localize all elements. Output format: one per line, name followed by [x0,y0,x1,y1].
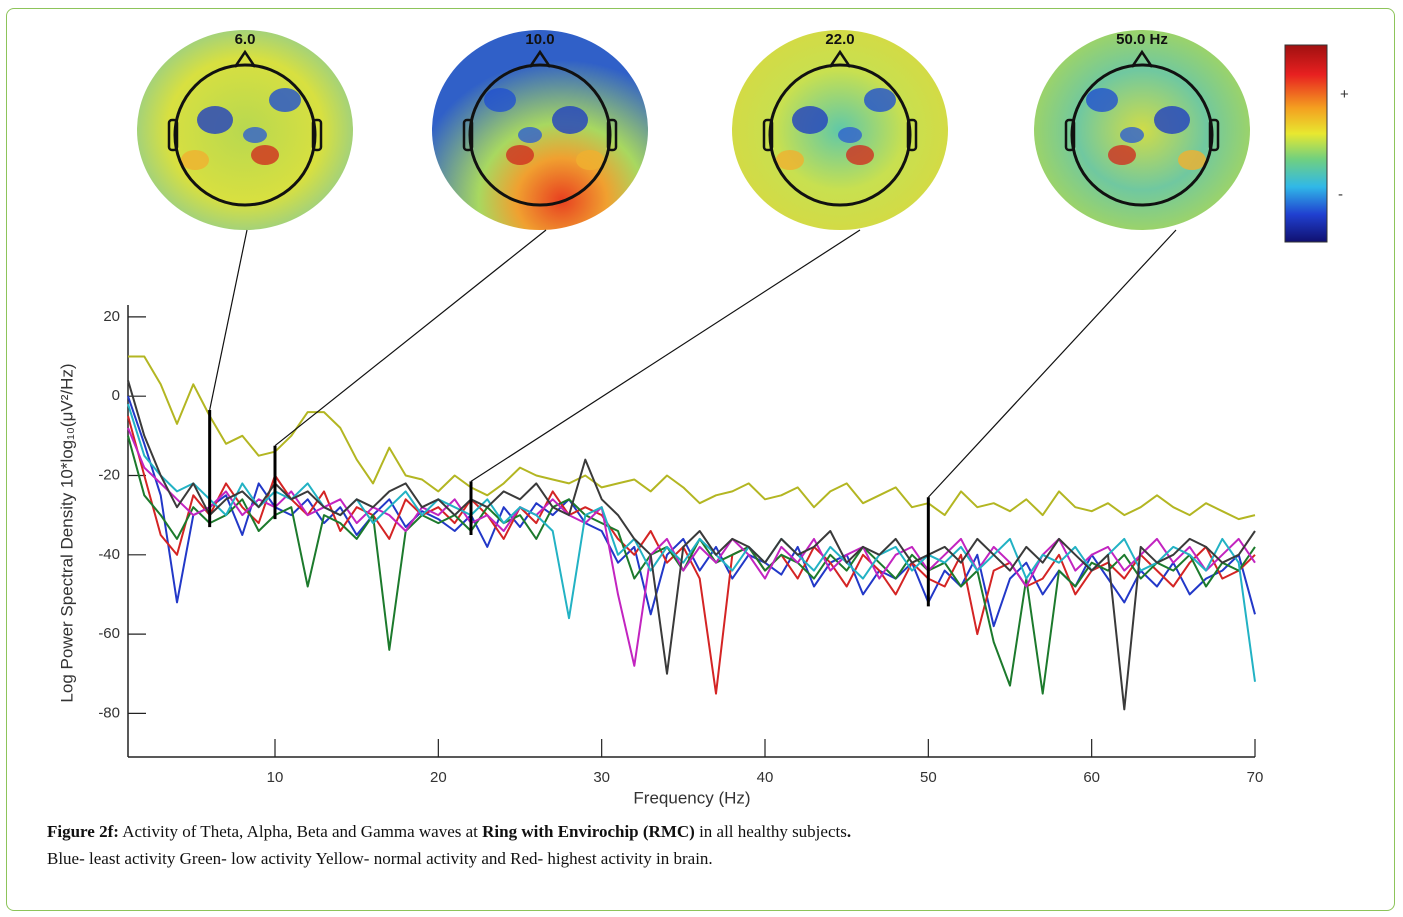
nose [828,49,852,68]
x-tick-label: 10 [267,769,284,786]
series-line [127,395,1256,628]
topomap-blob [1086,88,1118,112]
series-line [127,380,1256,711]
connector [470,229,861,482]
caption-text: Activity of Theta, Alpha, Beta and Gamma… [122,822,478,841]
y-tick-label: -80 [98,704,120,721]
head-outline [768,63,912,207]
nose [528,49,552,68]
series-line [127,403,1256,682]
x-tick-label: 30 [593,769,610,786]
x-axis-label: Frequency (Hz) [633,788,750,807]
x-tick-label: 70 [1247,769,1264,786]
y-tick-label: 20 [103,308,120,325]
topomap-blob [251,145,279,165]
topomap-blob [181,150,209,170]
caption-bold: Ring with Envirochip (RMC) [482,822,695,841]
topomap-blob [864,88,896,112]
series-line [127,427,1256,667]
series-line [127,435,1256,695]
topomap-blob [776,150,804,170]
series-line [128,355,1256,521]
topomap-blob [1178,150,1206,170]
ear [167,118,179,152]
caption-text: in all healthy subjects [699,822,847,841]
ear [1064,118,1076,152]
connector [927,229,1177,498]
topomap-title: 6.0 [235,31,256,48]
topomap-blob [518,127,542,143]
y-tick-label: 0 [112,387,120,404]
ear [762,118,774,152]
topomap-blob [792,106,828,134]
topomap-blob [1154,106,1190,134]
ear [906,118,918,152]
colorbar-label: - [1338,186,1343,203]
caption-line: Figure 2f: Activity of Theta, Alpha, Bet… [47,822,851,842]
head-outline [173,63,317,207]
ear [462,118,474,152]
y-tick-label: -20 [98,466,120,483]
series-line [127,415,1256,695]
topomap-blob [269,88,301,112]
topomap-blob [838,127,862,143]
colorbar [1284,44,1328,243]
topomaps [137,30,1250,230]
connector [209,229,248,411]
y-tick-label: -60 [98,625,120,642]
colorbar-label: + [1340,86,1349,103]
topomap-blob [197,106,233,134]
ear [1208,118,1220,152]
nose [1130,49,1154,68]
y-tick-label: -40 [98,546,120,563]
topomap-blob [243,127,267,143]
topomap-blob [1108,145,1136,165]
caption-line: Blue- least activity Green- low activity… [47,849,713,868]
topomap-blob [1120,127,1144,143]
figure-frame [6,8,1395,911]
x-tick-label: 50 [920,769,937,786]
head-outline [468,63,612,207]
x-tick-label: 20 [430,769,447,786]
topomap-blob [846,145,874,165]
topomap-title: 10.0 [525,31,554,48]
topomap-blob [576,150,604,170]
ear [606,118,618,152]
caption-end: . [846,822,852,841]
nose [233,49,257,68]
topomap-blob [506,145,534,165]
y-axis-label: Log Power Spectral Density 10*log₁₀(μV²/… [57,363,76,702]
topomap-title: 50.0 Hz [1116,31,1168,48]
head-outline [1070,63,1214,207]
ear [311,118,323,152]
topomap-title: 22.0 [825,31,854,48]
x-tick-label: 40 [757,769,774,786]
topomap-blob [552,106,588,134]
caption-label: Figure 2f: [47,822,119,841]
x-tick-label: 60 [1083,769,1100,786]
topomap-blob [484,88,516,112]
connector [274,229,547,447]
